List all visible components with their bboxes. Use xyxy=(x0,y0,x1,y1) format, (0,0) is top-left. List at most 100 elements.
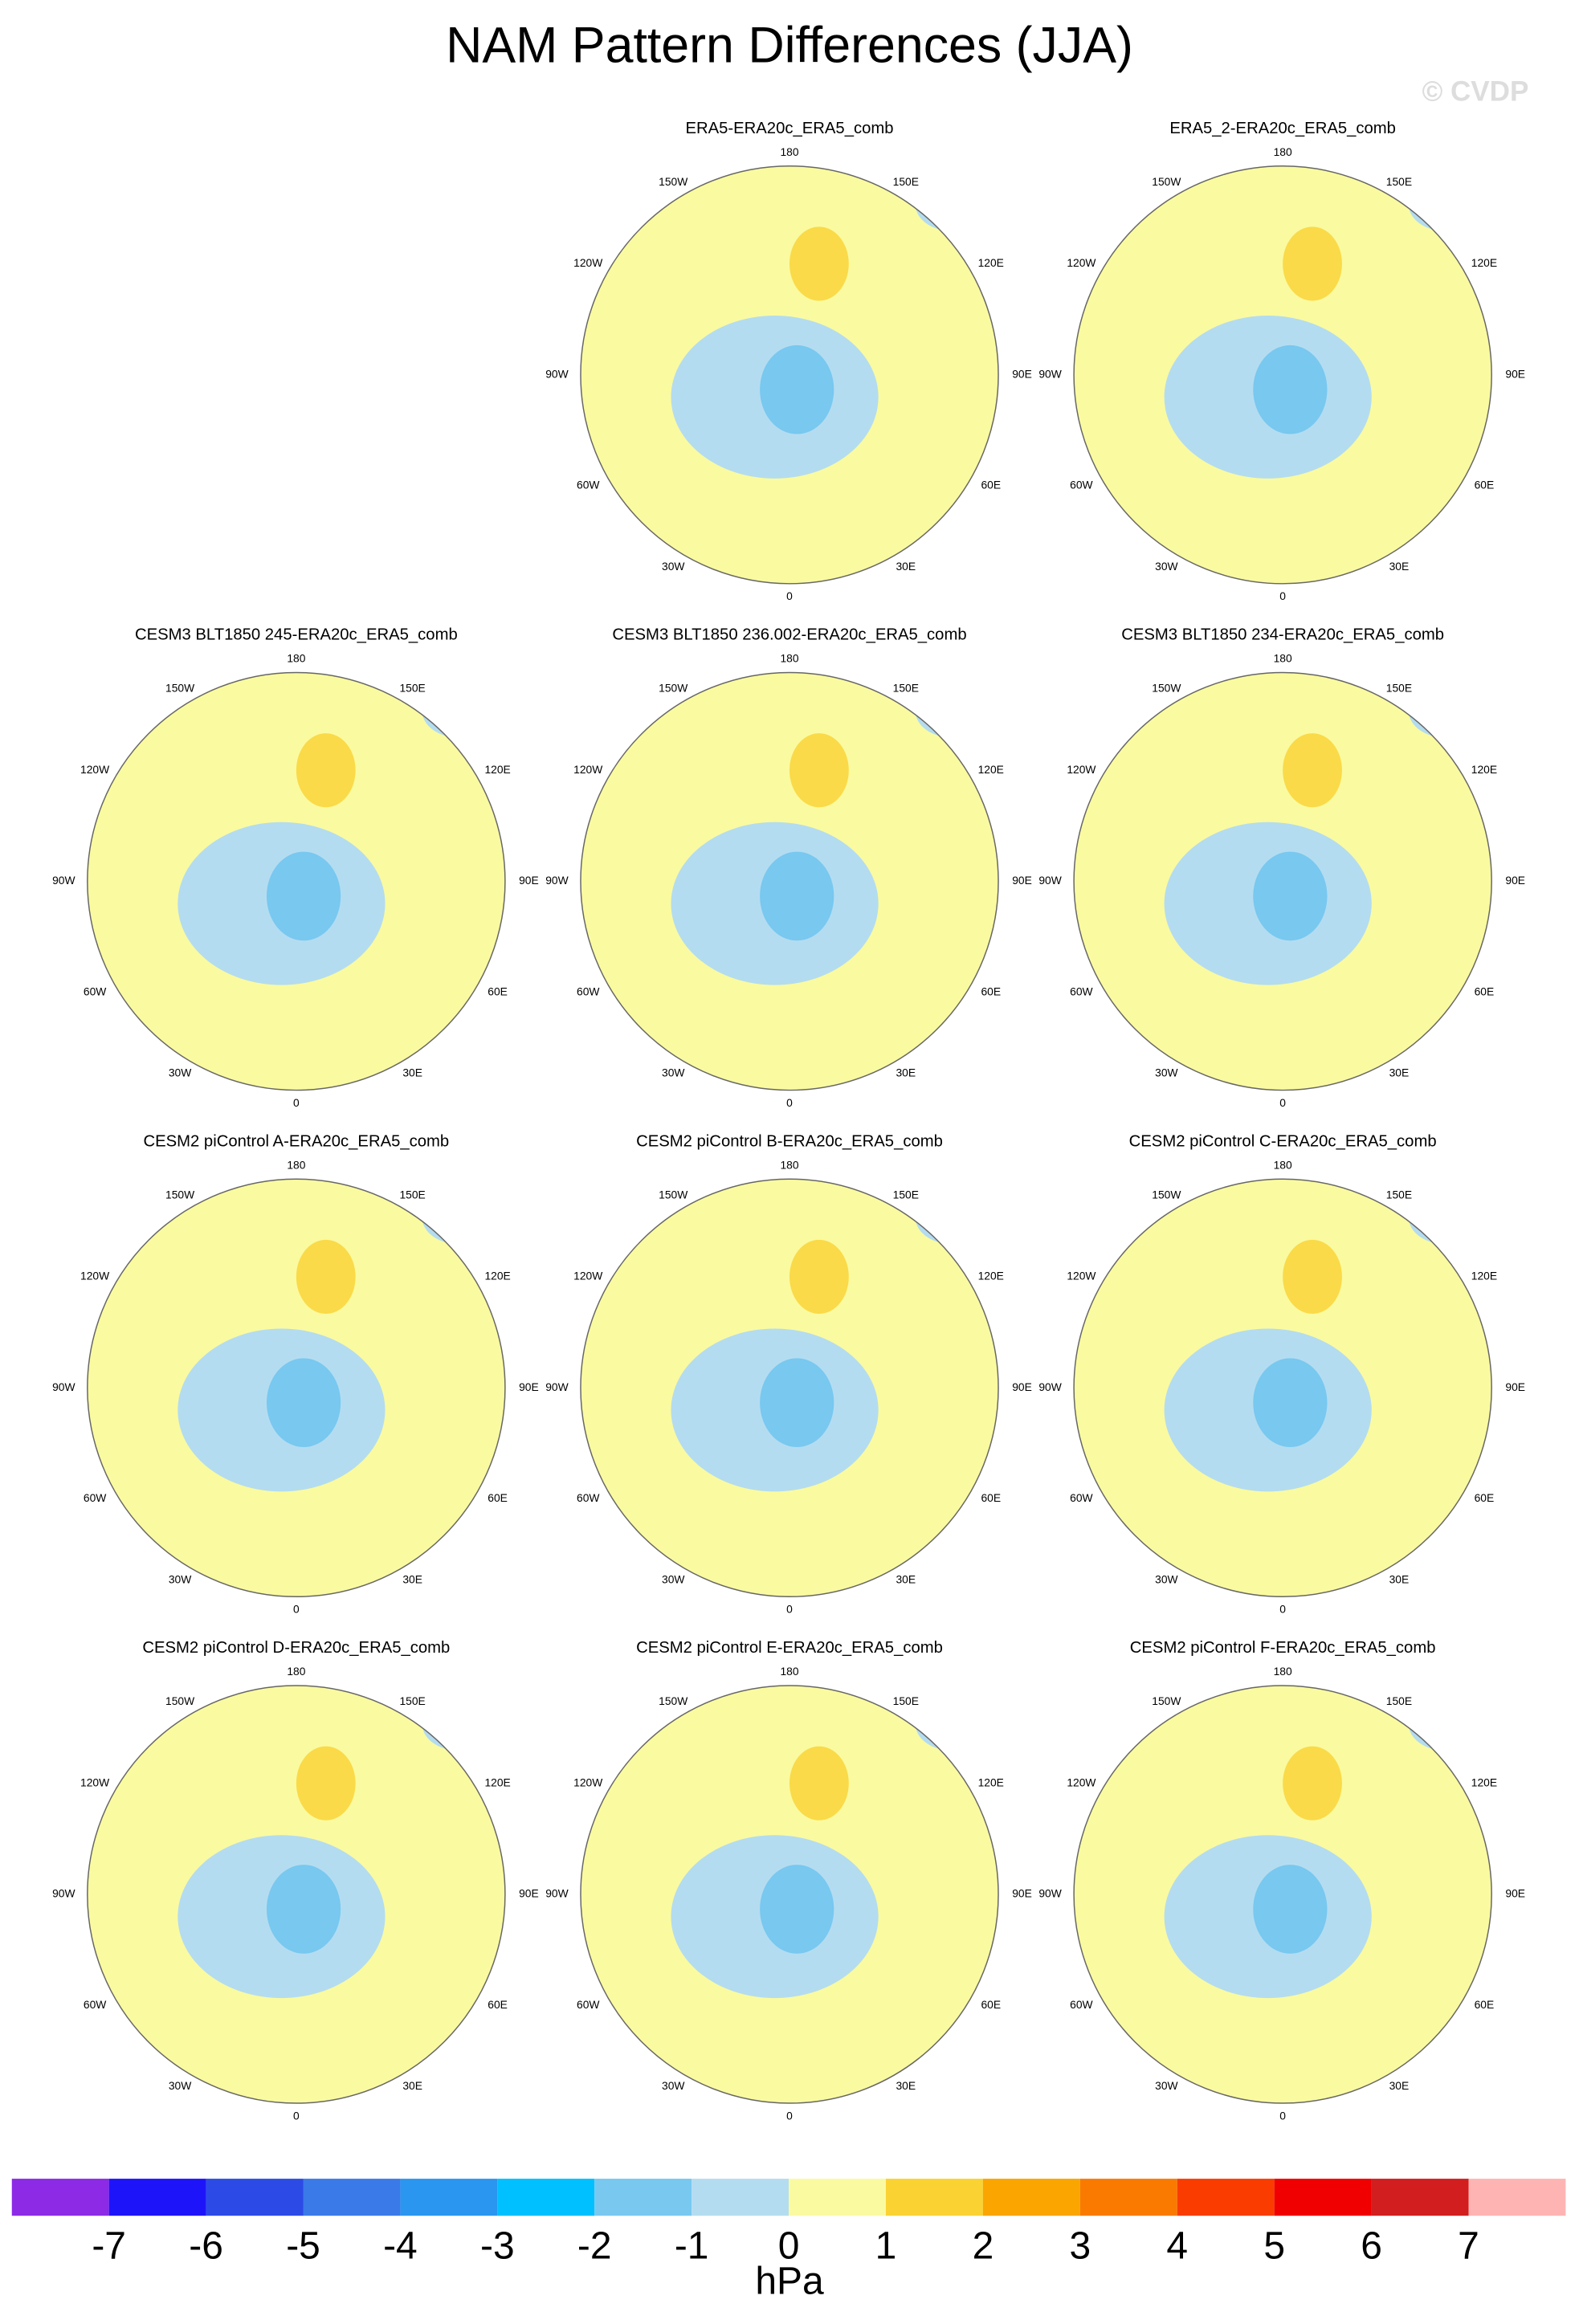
longitude-label: 150W xyxy=(659,1188,687,1201)
longitude-label: 60W xyxy=(1070,479,1092,491)
watermark: © CVDP xyxy=(1422,76,1528,108)
map-panel: CESM3 BLT1850 245-ERA20c_ERA5_comb 180 150… xyxy=(52,626,539,1109)
longitude-label: 180 xyxy=(1274,1158,1292,1171)
longitude-label: 180 xyxy=(1274,145,1292,158)
longitude-label: 180 xyxy=(287,1158,305,1171)
colorbar-tick-label: 6 xyxy=(1361,2224,1382,2267)
longitude-label: 150E xyxy=(399,682,425,695)
colorbar-tick-label: -3 xyxy=(480,2224,515,2267)
longitude-label: 90W xyxy=(1038,874,1061,887)
longitude-label: 150W xyxy=(1152,682,1181,695)
colorbar-tick-label: -7 xyxy=(92,2224,126,2267)
colorbar-box xyxy=(1274,2179,1372,2216)
longitude-label: 150W xyxy=(165,682,194,695)
map-border xyxy=(580,1178,999,1598)
longitude-label: 30E xyxy=(1389,1572,1410,1585)
colorbar-tick-label: 1 xyxy=(875,2224,897,2267)
longitude-label: 60W xyxy=(1070,1998,1092,2011)
longitude-label: 90W xyxy=(1038,1887,1061,1900)
panel-title: ERA5-ERA20c_ERA5_comb xyxy=(685,120,893,137)
longitude-label: 0 xyxy=(1279,2109,1286,2122)
field-region xyxy=(760,1358,834,1448)
field-region xyxy=(915,1697,989,1751)
colorbar-box xyxy=(206,2179,304,2216)
longitude-label: 180 xyxy=(1274,652,1292,665)
longitude-label: 60W xyxy=(1070,985,1092,997)
longitude-label: 30E xyxy=(402,1066,422,1079)
longitude-label: 150E xyxy=(1386,1188,1412,1201)
map-border xyxy=(1073,1685,1492,2104)
longitude-label: 60W xyxy=(1070,1491,1092,1504)
longitude-label: 30E xyxy=(402,2079,422,2092)
field-region xyxy=(1253,1865,1328,1954)
longitude-label: 180 xyxy=(287,652,305,665)
longitude-label: 120E xyxy=(978,1270,1004,1282)
map-panel: CESM2 piControl E-ERA20c_ERA5_comb 180 150… xyxy=(545,1639,1032,2122)
longitude-label: 120W xyxy=(573,256,602,269)
colorbar-box xyxy=(982,2179,1080,2216)
longitude-label: 150W xyxy=(659,1694,687,1707)
longitude-label: 90W xyxy=(545,367,568,380)
longitude-label: 60W xyxy=(577,479,599,491)
longitude-label: 150E xyxy=(399,1188,425,1201)
field-region xyxy=(296,1746,356,1820)
longitude-label: 30W xyxy=(662,1066,684,1079)
panel-title: CESM2 piControl B-ERA20c_ERA5_comb xyxy=(636,1132,943,1150)
map-border xyxy=(580,671,999,1091)
colorbar-tick-label: 2 xyxy=(973,2224,994,2267)
longitude-label: 150E xyxy=(1386,682,1412,695)
colorbar-box xyxy=(303,2179,401,2216)
longitude-label: 150E xyxy=(893,175,919,188)
longitude-label: 30W xyxy=(1155,560,1177,573)
longitude-label: 60E xyxy=(1475,1491,1495,1504)
colorbar-tick-label: -5 xyxy=(286,2224,320,2267)
longitude-label: 0 xyxy=(1279,1096,1286,1109)
map-panel: CESM3 BLT1850 236.002-ERA20c_ERA5_comb 18… xyxy=(545,626,1032,1109)
map-border xyxy=(580,165,999,585)
field-region xyxy=(296,733,356,808)
longitude-label: 60E xyxy=(981,985,1001,997)
colorbar-box xyxy=(789,2179,886,2216)
field-region xyxy=(1408,1190,1483,1245)
field-region xyxy=(266,851,341,941)
longitude-label: 30E xyxy=(896,560,916,573)
map-field xyxy=(177,1697,496,1999)
longitude-label: 30W xyxy=(1155,1572,1177,1585)
longitude-label: 30W xyxy=(169,1572,191,1585)
longitude-label: 0 xyxy=(786,1603,793,1616)
longitude-label: 90E xyxy=(519,1380,539,1393)
longitude-label: 60E xyxy=(981,1998,1001,2011)
longitude-label: 180 xyxy=(1274,1665,1292,1678)
colorbar-label: hPa xyxy=(755,2261,824,2303)
map-panel: CESM3 BLT1850 234-ERA20c_ERA5_comb 180 150… xyxy=(1038,626,1525,1109)
longitude-label: 0 xyxy=(293,1096,300,1109)
field-region xyxy=(915,177,989,231)
longitude-label: 180 xyxy=(287,1665,305,1678)
colorbar-tick-label: 4 xyxy=(1166,2224,1188,2267)
longitude-label: 30W xyxy=(169,1066,191,1079)
longitude-label: 0 xyxy=(293,1603,300,1616)
longitude-label: 150W xyxy=(165,1694,194,1707)
field-region xyxy=(1283,226,1342,301)
longitude-label: 60E xyxy=(1475,985,1495,997)
colorbar-tick-label: -6 xyxy=(189,2224,223,2267)
longitude-label: 90E xyxy=(1505,1380,1525,1393)
field-region xyxy=(266,1865,341,1954)
field-region xyxy=(422,684,496,738)
panel-title: CESM2 piControl F-ERA20c_ERA5_comb xyxy=(1130,1639,1436,1657)
field-region xyxy=(915,1190,989,1245)
longitude-label: 90W xyxy=(52,1887,75,1900)
longitude-label: 30E xyxy=(1389,1066,1410,1079)
longitude-label: 90E xyxy=(1012,874,1032,887)
map-panel: CESM2 piControl D-ERA20c_ERA5_comb 180 150… xyxy=(52,1639,539,2122)
colorbar-box xyxy=(885,2179,983,2216)
figure-title: NAM Pattern Differences (JJA) xyxy=(446,18,1133,74)
map-border xyxy=(580,1685,999,2104)
longitude-label: 90E xyxy=(1012,1887,1032,1900)
longitude-label: 30W xyxy=(662,1572,684,1585)
longitude-label: 120E xyxy=(1471,1776,1497,1788)
longitude-label: 30E xyxy=(896,2079,916,2092)
longitude-label: 60E xyxy=(1475,1998,1495,2011)
longitude-label: 120W xyxy=(573,1270,602,1282)
longitude-label: 120W xyxy=(1067,1270,1096,1282)
